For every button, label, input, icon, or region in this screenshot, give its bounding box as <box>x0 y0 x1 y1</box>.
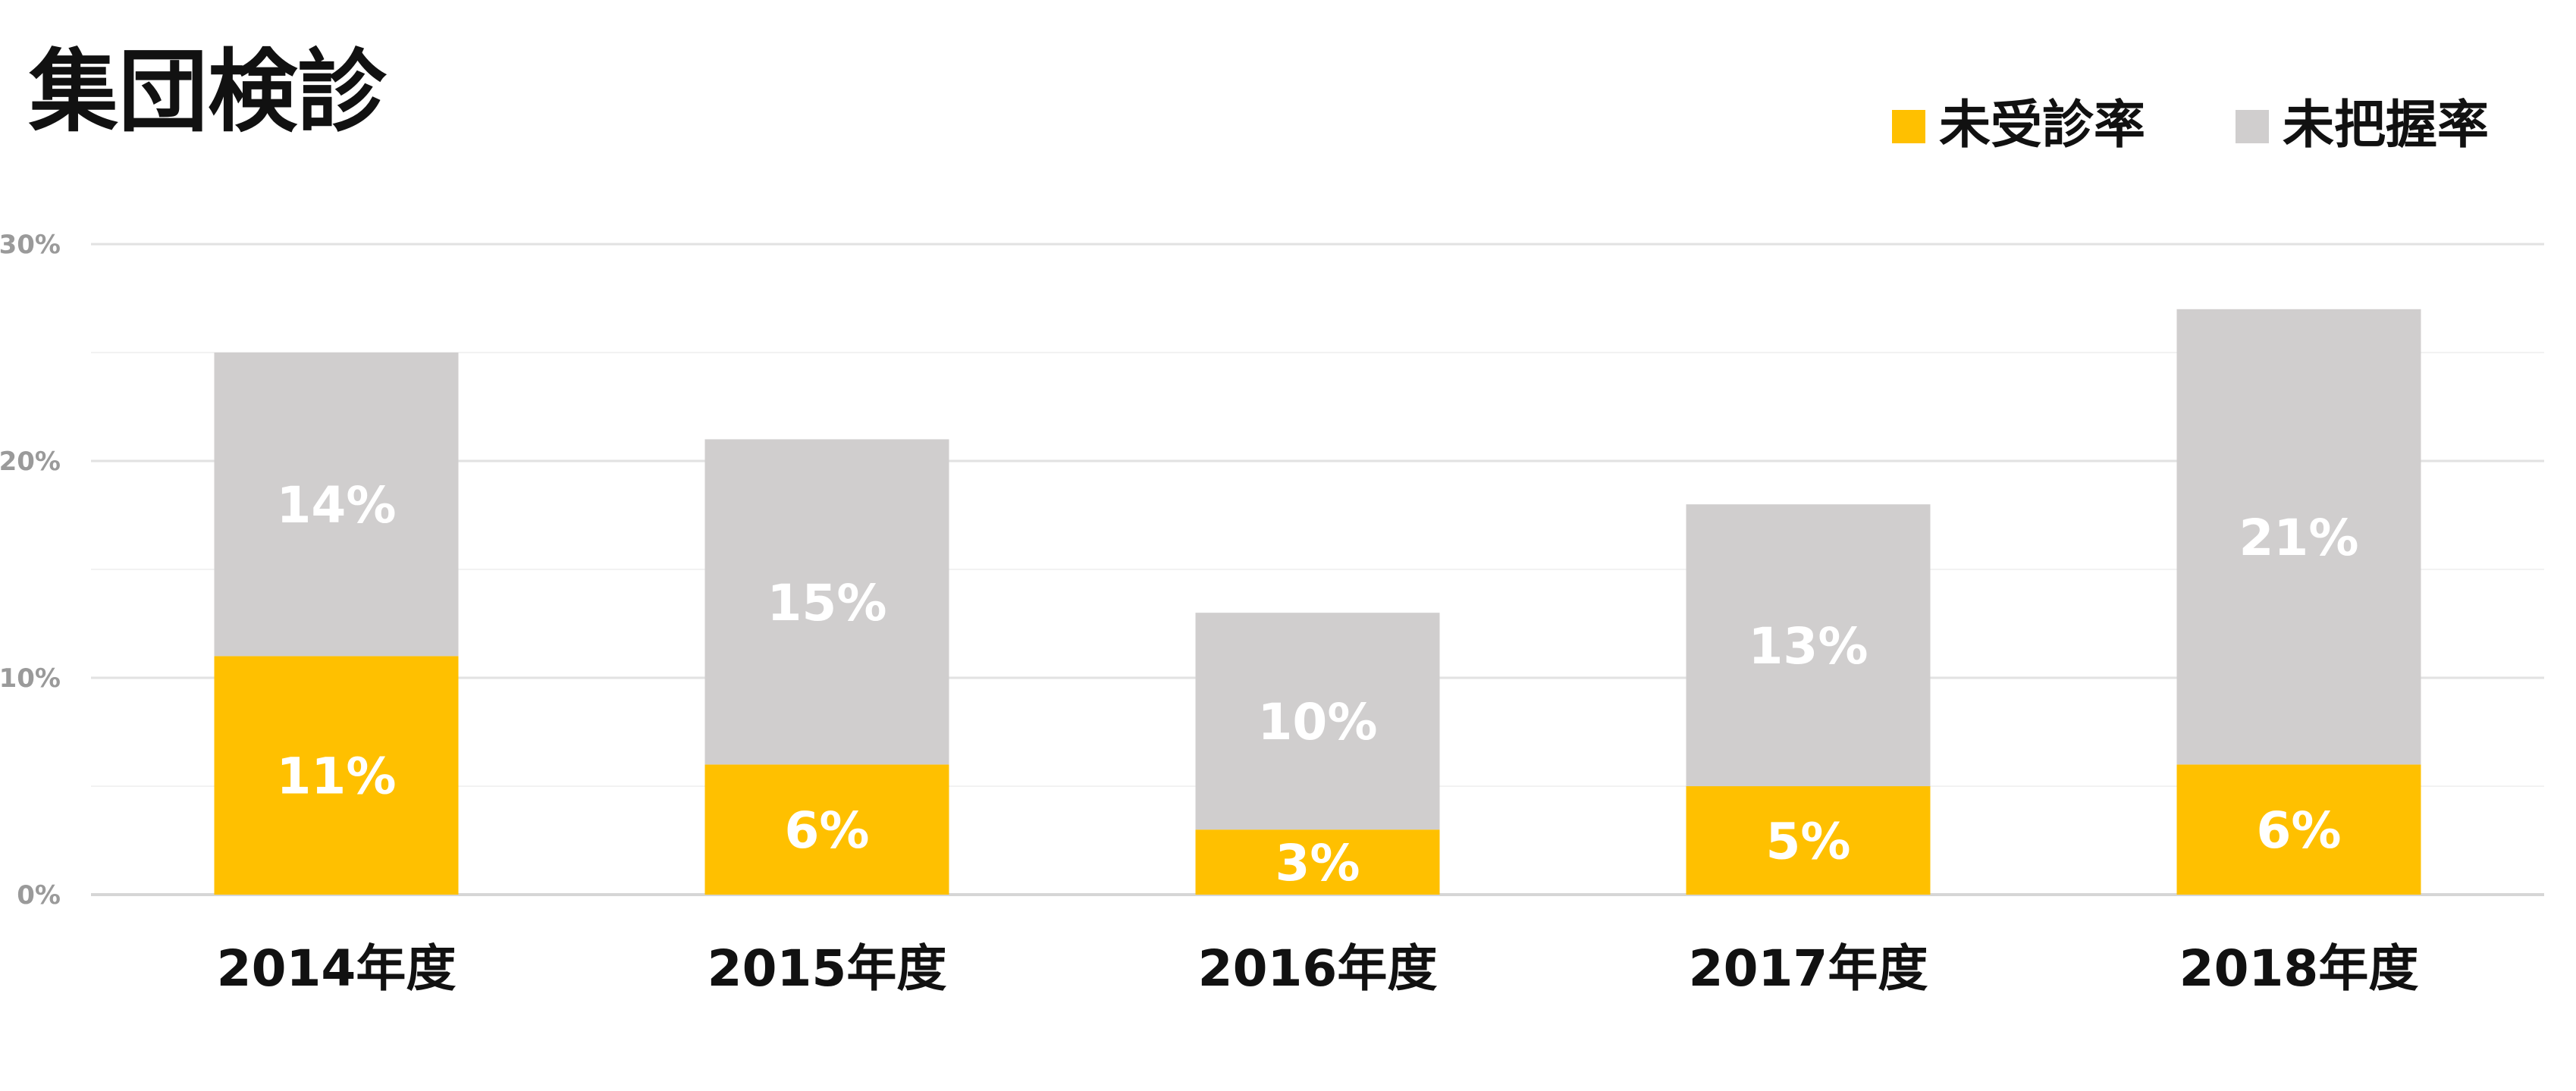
data-label: 14% <box>277 476 397 535</box>
x-tick-label: 2016年度 <box>1198 939 1438 998</box>
data-label: 15% <box>767 574 887 632</box>
bar-segment <box>704 764 949 895</box>
bar-segment <box>2176 309 2421 765</box>
data-label: 13% <box>1749 617 1868 676</box>
x-tick-label: 2017年度 <box>1689 939 1928 998</box>
bar-segment <box>704 439 949 765</box>
x-tick-label: 2015年度 <box>708 939 947 998</box>
legend-label: 未受診率 <box>1939 96 2145 155</box>
data-label: 6% <box>2256 801 2341 860</box>
y-tick-label: 30% <box>0 230 61 260</box>
data-labels: 11% 14% 6% 15% 3% 10% 5% 13% 6% 21% <box>277 476 2359 892</box>
bars <box>214 309 2421 895</box>
legend: 未受診率 未把握率 <box>1892 96 2489 155</box>
bar-segment <box>1195 829 1440 895</box>
bar-segment <box>1686 786 1931 895</box>
bar-segment <box>1195 613 1440 830</box>
legend-swatch <box>1892 110 1925 143</box>
data-label: 3% <box>1275 834 1360 892</box>
y-tick-label: 20% <box>0 447 61 477</box>
chart-title: 集団検診 <box>28 39 387 144</box>
x-tick-label: 2014年度 <box>217 939 457 998</box>
bar-segment <box>2176 764 2421 895</box>
x-tick-label: 2018年度 <box>2179 939 2419 998</box>
bar-segment <box>214 353 459 657</box>
bar-segment <box>214 656 459 895</box>
y-tick-label: 0% <box>17 880 61 911</box>
legend-label: 未把握率 <box>2283 96 2489 155</box>
legend-swatch <box>2236 110 2269 143</box>
data-label: 10% <box>1258 693 1378 751</box>
data-label: 21% <box>2239 509 2359 567</box>
axes: 0% 10% 20% 30% 2014年度 2015年度 2016年度 2017年度 2018年… <box>0 230 2418 998</box>
bar-segment <box>1686 504 1931 786</box>
data-label: 6% <box>784 801 869 860</box>
data-label: 5% <box>1765 813 1850 871</box>
y-tick-label: 10% <box>0 663 61 694</box>
data-label: 11% <box>277 748 397 806</box>
